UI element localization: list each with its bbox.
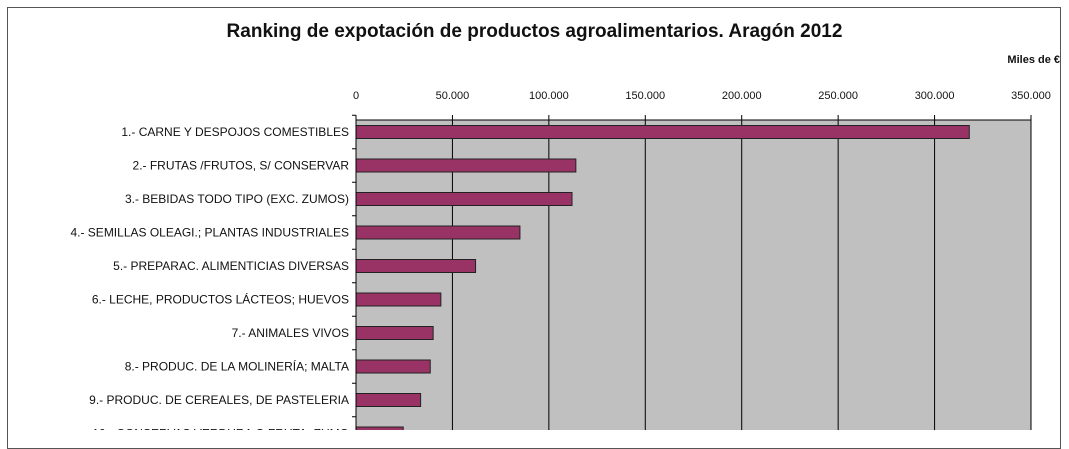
bar xyxy=(356,394,421,407)
category-label: 9.- PRODUC. DE CEREALES, DE PASTELERIA xyxy=(89,393,349,407)
x-tick-label: 100.000 xyxy=(529,90,569,102)
category-label: 6.- LECHE, PRODUCTOS LÁCTEOS; HUEVOS xyxy=(92,292,349,307)
x-tick-label: 0 xyxy=(353,90,359,102)
x-tick-label: 150.000 xyxy=(625,90,665,102)
category-labels: 1.- CARNE Y DESPOJOS COMESTIBLES 2.- FRUT… xyxy=(70,115,356,430)
bar xyxy=(356,260,476,273)
bar xyxy=(356,293,441,306)
x-tick-label: 200.000 xyxy=(722,90,762,102)
bar xyxy=(356,360,430,373)
x-tick-label: 250.000 xyxy=(818,90,858,102)
category-label: 1.- CARNE Y DESPOJOS COMESTIBLES xyxy=(121,125,349,139)
bar xyxy=(356,159,576,172)
bar xyxy=(356,226,520,239)
category-label: 10.- CONSERVAS VERDURA O FRUTA; ZUMO xyxy=(92,427,349,431)
bar xyxy=(356,193,572,206)
bar-chart: 0 50.000 100.000 150.000 200.000 250.000 300.0… xyxy=(0,0,1069,430)
x-tick-label: 350.000 xyxy=(1011,90,1051,102)
category-label: 2.- FRUTAS /FRUTOS, S/ CONSERVAR xyxy=(133,159,350,173)
bar xyxy=(356,327,433,340)
x-tick-label: 50.000 xyxy=(436,90,470,102)
category-label: 3.- BEBIDAS TODO TIPO (EXC. ZUMOS) xyxy=(125,192,349,206)
category-label: 7.- ANIMALES VIVOS xyxy=(232,326,349,340)
x-tick-label: 300.000 xyxy=(915,90,955,102)
category-label: 8.- PRODUC. DE LA MOLINERÍA; MALTA xyxy=(125,359,349,374)
category-label: 5.- PREPARAC. ALIMENTICIAS DIVERSAS xyxy=(113,259,349,273)
bar xyxy=(356,126,969,139)
x-axis-ticks: 0 50.000 100.000 150.000 200.000 250.000 300.0… xyxy=(353,90,1051,120)
category-label: 4.- SEMILLAS OLEAGI.; PLANTAS INDUSTRIAL… xyxy=(70,226,349,240)
